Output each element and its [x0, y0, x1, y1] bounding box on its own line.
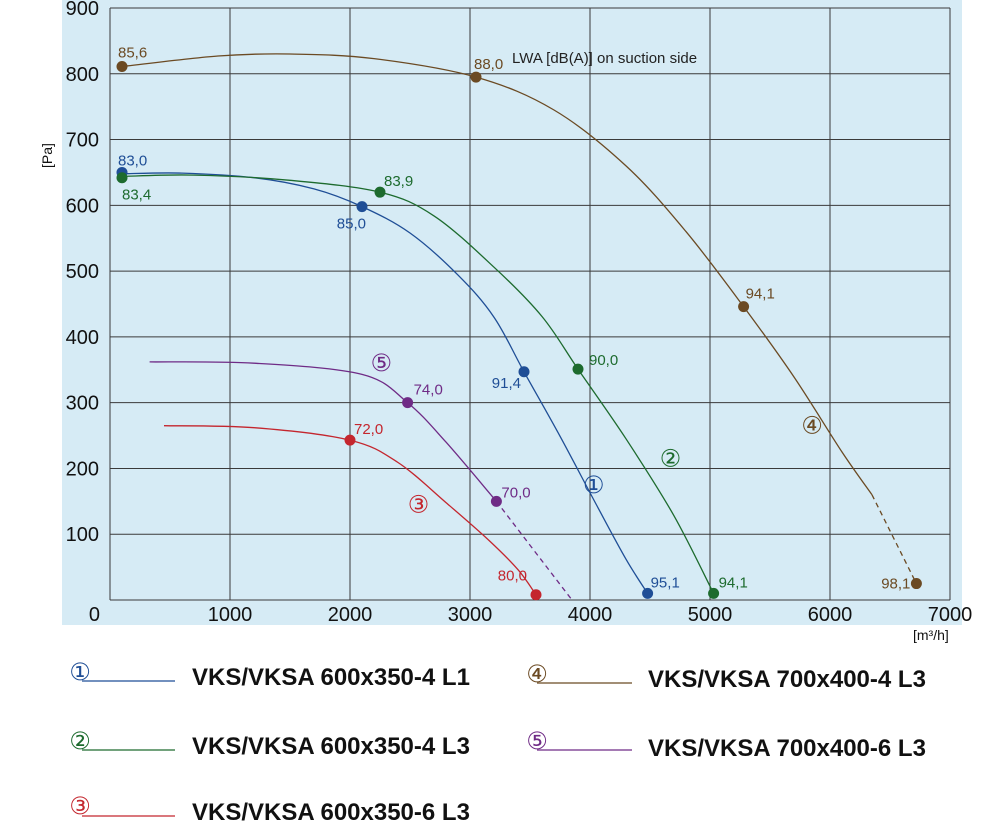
series-marker-symbol: ③ — [408, 491, 430, 519]
legend-symbol: ① — [69, 658, 91, 686]
data-point — [572, 363, 584, 375]
y-tick-label: 600 — [66, 195, 99, 217]
legend-item-2: ② VKS/VKSA 600x350-4 L3 — [69, 727, 470, 760]
data-point — [116, 61, 128, 73]
data-label: 80,0 — [498, 568, 527, 585]
legend-item-1: ① VKS/VKSA 600x350-4 L1 — [69, 658, 470, 691]
series-marker-symbol: ⑤ — [370, 349, 392, 377]
legend-symbol: ② — [69, 727, 91, 755]
legend-label: VKS/VKSA 700x400-6 L3 — [648, 735, 926, 762]
data-label: 70,0 — [501, 484, 530, 501]
data-label: 85,0 — [337, 216, 366, 233]
data-label: 94,1 — [719, 574, 748, 591]
data-point — [708, 587, 720, 599]
grid — [109, 7, 951, 601]
x-tick-label: 5000 — [688, 604, 733, 626]
data-label: 88,0 — [474, 56, 503, 73]
series-marker-symbol: ④ — [801, 412, 823, 440]
data-label: 94,1 — [746, 286, 775, 303]
data-point — [642, 587, 654, 599]
y-tick-label: 700 — [66, 130, 99, 152]
data-label: 74,0 — [414, 382, 443, 399]
legend-label: VKS/VKSA 600x350-4 L1 — [192, 664, 470, 691]
data-label: 83,4 — [122, 187, 151, 204]
legend: ① VKS/VKSA 600x350-4 L1 ② VKS/VKSA 600x350-… — [69, 658, 926, 826]
annotation-lwa: LWA [dB(A)] on suction side — [512, 50, 697, 67]
data-point — [116, 172, 128, 184]
data-label: 98,1 — [881, 576, 910, 593]
series-marker-symbol: ① — [583, 471, 605, 499]
x-tick-label: 6000 — [808, 604, 853, 626]
plot-area — [62, 0, 962, 625]
data-point — [530, 589, 542, 601]
data-point — [344, 434, 356, 446]
data-label: 95,1 — [651, 574, 680, 591]
series-5: 74,0 70,0 ⑤ — [149, 349, 573, 601]
series-2: 83,4 83,9 90,0 94,1 ② — [116, 172, 748, 599]
data-point — [910, 578, 922, 590]
x-tick-label: 4000 — [568, 604, 613, 626]
legend-item-4: ④ VKS/VKSA 700x400-4 L3 — [526, 660, 926, 693]
data-label: 83,0 — [118, 152, 147, 169]
legend-symbol: ⑤ — [526, 727, 548, 755]
y-tick-label: 100 — [66, 524, 99, 546]
tick-labels: 0 1000 2000 3000 4000 5000 6000 7000 100 200 300 40… — [66, 0, 973, 626]
data-point — [356, 201, 368, 213]
series-line — [121, 53, 873, 496]
y-tick-label: 500 — [66, 261, 99, 283]
legend-symbol: ④ — [526, 660, 548, 688]
data-label: 85,6 — [118, 45, 147, 62]
y-tick-label: 900 — [66, 0, 99, 20]
data-point — [518, 366, 530, 378]
data-label: 83,9 — [384, 173, 413, 190]
x-axis-label: [m³/h] — [913, 627, 949, 643]
data-label: 91,4 — [492, 375, 521, 392]
data-label: 72,0 — [354, 421, 383, 438]
series-line — [149, 361, 497, 502]
series-line — [163, 425, 537, 596]
x-tick-label: 0 — [89, 604, 100, 626]
x-tick-label: 1000 — [208, 604, 253, 626]
data-point — [470, 71, 482, 83]
series-line — [121, 174, 715, 594]
data-point — [402, 397, 414, 409]
legend-symbol: ③ — [69, 792, 91, 820]
data-point — [738, 301, 750, 313]
series-line-extension — [495, 500, 573, 601]
legend-label: VKS/VKSA 700x400-4 L3 — [648, 666, 926, 693]
y-axis-label: [Pa] — [39, 143, 55, 168]
legend-item-5: ⑤ VKS/VKSA 700x400-6 L3 — [526, 727, 926, 762]
data-point — [374, 186, 386, 198]
series-3: 72,0 80,0 ③ — [163, 421, 542, 601]
legend-item-3: ③ VKS/VKSA 600x350-6 L3 — [69, 792, 470, 826]
data-point — [490, 495, 502, 507]
series-line-extension — [871, 494, 917, 584]
x-tick-label: 7000 — [928, 604, 973, 626]
x-tick-label: 3000 — [448, 604, 493, 626]
y-tick-label: 400 — [66, 327, 99, 349]
data-label: 90,0 — [589, 352, 618, 369]
series-group: 83,0 85,0 91,4 95,1 ① 83,4 83,9 90,0 94,1 ② 72,0 80… — [116, 45, 922, 601]
series-4: 85,6 88,0 94,1 98,1 ④ — [116, 45, 922, 593]
legend-label: VKS/VKSA 600x350-4 L3 — [192, 733, 470, 760]
legend-label: VKS/VKSA 600x350-6 L3 — [192, 799, 470, 826]
series-marker-symbol: ② — [660, 445, 682, 473]
x-tick-label: 2000 — [328, 604, 373, 626]
y-tick-label: 300 — [66, 393, 99, 415]
y-tick-label: 800 — [66, 64, 99, 86]
y-tick-label: 200 — [66, 458, 99, 480]
